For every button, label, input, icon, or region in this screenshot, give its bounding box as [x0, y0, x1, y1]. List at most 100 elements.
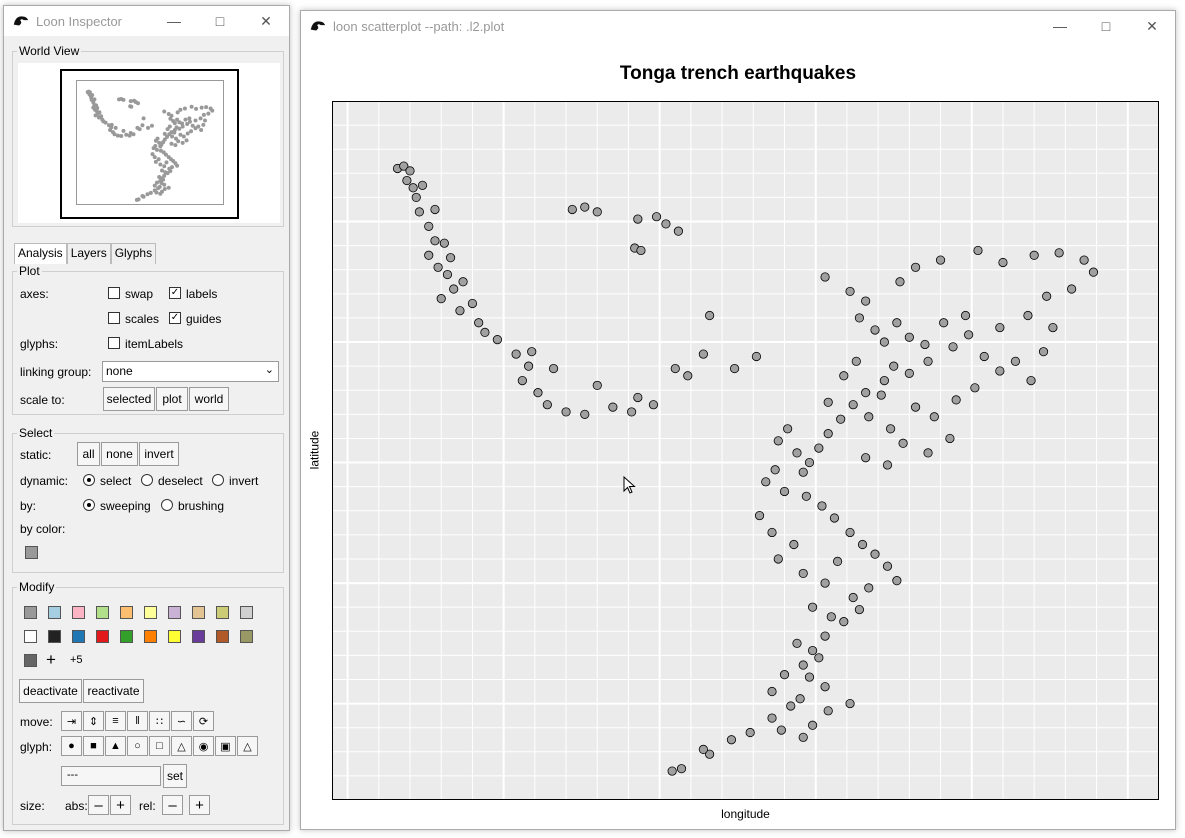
data-point — [561, 407, 571, 417]
minimap-point — [154, 147, 159, 152]
color-swatch[interactable] — [96, 606, 109, 619]
by-color-swatch[interactable] — [25, 546, 38, 559]
jitter-icon[interactable]: ∽ — [171, 711, 192, 731]
custom-color-swatch[interactable] — [24, 654, 37, 667]
data-point — [676, 764, 687, 774]
glyph-circle-filled-icon[interactable]: ● — [61, 736, 82, 756]
reactivate-button[interactable]: reactivate — [83, 679, 144, 703]
color-swatch[interactable] — [48, 606, 61, 619]
glyph-circle-dot-icon[interactable]: ◉ — [193, 736, 214, 756]
color-swatch[interactable] — [192, 606, 205, 619]
data-point — [667, 766, 677, 776]
color-swatch[interactable] — [144, 606, 157, 619]
itemlabels-checkbox[interactable] — [108, 337, 120, 349]
color-swatch[interactable] — [24, 606, 37, 619]
minimize-icon[interactable]: — — [167, 13, 181, 29]
glyph-circle-icon[interactable]: ○ — [127, 736, 148, 756]
glyph-select[interactable]: --- — [61, 766, 161, 786]
align-vertical-icon[interactable]: ‖ — [127, 711, 148, 731]
data-point — [864, 583, 874, 593]
close-icon[interactable]: ✕ — [260, 12, 272, 29]
color-swatch[interactable] — [216, 630, 229, 643]
deactivate-button[interactable]: deactivate — [19, 679, 82, 703]
abs-decrease-icon[interactable]: – — [88, 795, 109, 815]
scatterplot-title: loon scatterplot --path: .l2.plot — [333, 18, 505, 34]
color-swatch[interactable] — [120, 606, 133, 619]
color-swatch[interactable] — [168, 606, 181, 619]
data-point — [886, 424, 896, 434]
dynamic-deselect-label: deselect — [158, 474, 203, 488]
color-swatch[interactable] — [168, 630, 181, 643]
color-swatch[interactable] — [144, 630, 157, 643]
scale-selected-button[interactable]: selected — [103, 387, 155, 411]
glyph-triangle-icon[interactable]: △ — [171, 736, 192, 756]
minimap-point — [198, 116, 203, 121]
scales-checkbox[interactable] — [108, 312, 120, 324]
minimize-icon[interactable]: — — [1053, 18, 1067, 34]
guides-checkbox[interactable]: ✓ — [169, 312, 181, 324]
tab-analysis[interactable]: Analysis — [14, 243, 67, 264]
grid-layout-icon[interactable]: ∷ — [149, 711, 170, 731]
dynamic-deselect-radio[interactable] — [141, 474, 153, 486]
inspector-tabs: Analysis Layers Glyphs — [14, 243, 157, 264]
scatterplot-canvas[interactable] — [332, 101, 1159, 800]
move-together-vertical-icon[interactable]: ⇕ — [83, 711, 104, 731]
data-point — [705, 310, 715, 321]
data-point — [820, 631, 830, 641]
minimap-point — [180, 121, 185, 126]
tab-glyphs[interactable]: Glyphs — [110, 243, 157, 264]
color-swatch[interactable] — [24, 630, 37, 643]
labels-checkbox[interactable]: ✓ — [169, 287, 181, 299]
color-swatch[interactable] — [72, 630, 85, 643]
data-point — [839, 617, 849, 627]
minimap-point — [145, 192, 150, 197]
minimap-point — [182, 106, 187, 111]
glyph-square-icon[interactable]: □ — [149, 736, 170, 756]
color-swatch[interactable] — [48, 630, 61, 643]
dynamic-select-radio[interactable] — [83, 474, 95, 486]
data-point — [798, 660, 808, 670]
abs-increase-icon[interactable]: + — [110, 795, 131, 815]
select-all-button[interactable]: all — [77, 442, 100, 466]
color-swatch[interactable] — [96, 630, 109, 643]
color-swatch[interactable] — [120, 630, 133, 643]
reset-position-icon[interactable]: ⟳ — [193, 711, 214, 731]
scale-world-button[interactable]: world — [189, 387, 229, 411]
dynamic-invert-radio[interactable] — [212, 474, 224, 486]
swap-checkbox[interactable] — [108, 287, 120, 299]
select-invert-button[interactable]: invert — [139, 442, 179, 466]
maximize-icon[interactable]: □ — [215, 13, 225, 29]
scale-plot-button[interactable]: plot — [156, 387, 188, 411]
glyph-triangle-filled-icon[interactable]: ▲ — [105, 736, 126, 756]
maximize-icon[interactable]: □ — [1101, 18, 1111, 34]
move-together-horizontal-icon[interactable]: ⇥ — [61, 711, 82, 731]
tab-layers[interactable]: Layers — [66, 243, 111, 264]
world-view-canvas[interactable] — [18, 63, 280, 223]
data-point — [826, 612, 836, 622]
color-swatch[interactable] — [72, 606, 85, 619]
color-swatch[interactable] — [240, 606, 253, 619]
scatterplot-titlebar: loon scatterplot --path: .l2.plot — □ ✕ — [301, 11, 1175, 41]
rel-increase-icon[interactable]: + — [189, 795, 210, 815]
by-brushing-radio[interactable] — [161, 499, 173, 511]
data-point — [580, 409, 590, 419]
by-color-label: by color: — [20, 522, 66, 536]
rel-decrease-icon[interactable]: – — [162, 795, 183, 815]
select-none-button[interactable]: none — [101, 442, 138, 466]
linking-group-select[interactable]: none ⌄ — [102, 361, 279, 382]
align-horizontal-icon[interactable]: ≡ — [105, 711, 126, 731]
color-swatch[interactable] — [240, 630, 253, 643]
by-sweeping-radio[interactable] — [83, 499, 95, 511]
close-icon[interactable]: ✕ — [1146, 17, 1158, 34]
glyph-set-button[interactable]: set — [163, 764, 187, 788]
glyph-square-dot-icon[interactable]: ▣ — [215, 736, 236, 756]
add-color-icon[interactable]: + — [46, 650, 56, 669]
color-swatch[interactable] — [216, 606, 229, 619]
glyph-triangle-dot-icon[interactable]: △ — [237, 736, 258, 756]
color-swatch[interactable] — [192, 630, 205, 643]
data-point — [474, 318, 484, 328]
data-point — [998, 257, 1008, 268]
data-point — [948, 342, 958, 352]
inspector-title: Loon Inspector — [36, 13, 123, 29]
glyph-square-filled-icon[interactable]: ■ — [83, 736, 104, 756]
